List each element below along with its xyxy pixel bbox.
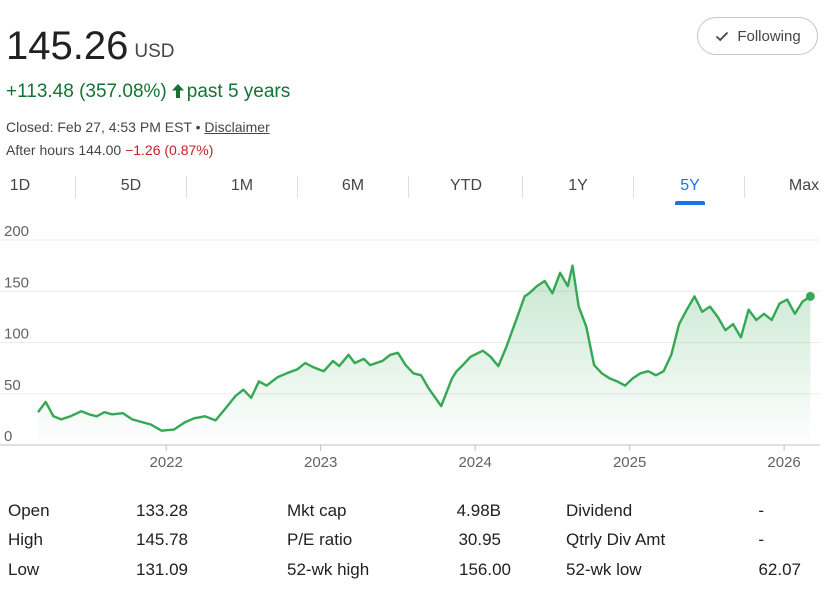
tab-1m[interactable]: 1M xyxy=(216,172,268,200)
tab-label: 1Y xyxy=(568,177,588,194)
tab-divider xyxy=(75,176,76,198)
stat-label-qtrly-div: Qtrly Div Amt xyxy=(566,530,666,549)
stat-value-qtrly-div: - xyxy=(758,530,764,549)
y-tick-label: 150 xyxy=(4,274,29,291)
tab-divider xyxy=(186,176,187,198)
tab-divider xyxy=(633,176,634,198)
tab-divider xyxy=(297,176,298,198)
disclaimer-link[interactable]: Disclaimer xyxy=(204,119,270,135)
stat-label-low: Low xyxy=(8,560,40,579)
y-tick-label: 0 xyxy=(4,428,12,445)
stat-label-pe-ratio: P/E ratio xyxy=(287,530,353,549)
chart-price-line xyxy=(37,264,812,432)
tab-divider xyxy=(408,176,409,198)
range-tabs: 1D 5D 1M 6M YTD 1Y 5Y Max xyxy=(0,172,832,205)
y-tick-label: 50 xyxy=(4,377,21,394)
stat-value-high: 145.78 xyxy=(136,530,188,549)
price-value: 145.26 xyxy=(6,24,129,68)
stat-value-open: 133.28 xyxy=(136,501,188,520)
tab-label: YTD xyxy=(450,177,482,194)
tab-label: 1M xyxy=(230,177,254,194)
tab-label: 6M xyxy=(341,177,365,194)
y-tick-label: 100 xyxy=(4,326,29,343)
x-tick-label: 2025 xyxy=(613,454,646,471)
stat-value-dividend: - xyxy=(758,501,764,520)
tab-1y[interactable]: 1Y xyxy=(552,172,604,200)
stat-label-high: High xyxy=(8,530,43,549)
change-period: past 5 years xyxy=(186,81,291,102)
tab-max[interactable]: Max xyxy=(776,172,832,200)
stat-label-52wk-low: 52-wk low xyxy=(566,560,642,579)
x-tick-label: 2026 xyxy=(767,454,800,471)
after-hours: After hours 144.00 −1.26 (0.87%) xyxy=(6,141,213,159)
after-hours-change: −1.26 (0.87%) xyxy=(125,142,214,158)
tab-5y[interactable]: 5Y xyxy=(664,172,716,205)
stat-label-mkt-cap: Mkt cap xyxy=(287,501,347,520)
change-value: +113.48 (357.08%) xyxy=(6,81,167,102)
x-tick-label: 2024 xyxy=(458,454,491,471)
tab-ytd[interactable]: YTD xyxy=(436,172,496,200)
tab-divider xyxy=(522,176,523,198)
arrow-up-icon xyxy=(171,84,184,98)
tab-6m[interactable]: 6M xyxy=(327,172,379,200)
chart-current-point xyxy=(805,291,815,301)
tab-label: Max xyxy=(788,177,820,194)
tab-1d[interactable]: 1D xyxy=(0,172,40,200)
tab-label: 1D xyxy=(9,177,31,194)
price-change: +113.48 (357.08%) past 5 years xyxy=(6,80,290,104)
x-tick-label: 2022 xyxy=(150,454,183,471)
stat-value-pe-ratio: 30.95 xyxy=(458,530,501,549)
tab-divider xyxy=(744,176,745,198)
stat-label-52wk-high: 52-wk high xyxy=(287,560,370,579)
stat-label-dividend: Dividend xyxy=(566,501,633,520)
check-icon xyxy=(716,31,729,42)
market-status: Closed: Feb 27, 4:53 PM EST • Disclaimer xyxy=(6,118,270,136)
following-button[interactable]: Following xyxy=(697,17,818,55)
stat-value-52wk-high: 156.00 xyxy=(459,560,511,579)
active-tab-indicator xyxy=(675,201,705,205)
y-tick-label: 200 xyxy=(4,223,29,240)
tab-5d[interactable]: 5D xyxy=(106,172,156,200)
price-chart[interactable]: 0 50 100 150 200 2022 2023 2024 2025 2026 xyxy=(0,222,832,474)
following-label: Following xyxy=(737,27,801,45)
stat-value-mkt-cap: 4.98B xyxy=(456,501,501,520)
stat-value-low: 131.09 xyxy=(136,560,188,579)
stat-label-open: Open xyxy=(8,501,50,520)
stat-value-52wk-low: 62.07 xyxy=(758,560,801,579)
currency-label: USD xyxy=(134,41,175,62)
after-hours-price: After hours 144.00 xyxy=(6,142,122,158)
x-tick-label: 2023 xyxy=(304,454,337,471)
price-display: 145.26 USD xyxy=(6,22,174,76)
tab-label: 5Y xyxy=(680,177,700,194)
tab-label: 5D xyxy=(120,177,142,194)
closed-text: Closed: Feb 27, 4:53 PM EST • xyxy=(6,119,201,135)
chart-area-fill xyxy=(38,265,811,445)
